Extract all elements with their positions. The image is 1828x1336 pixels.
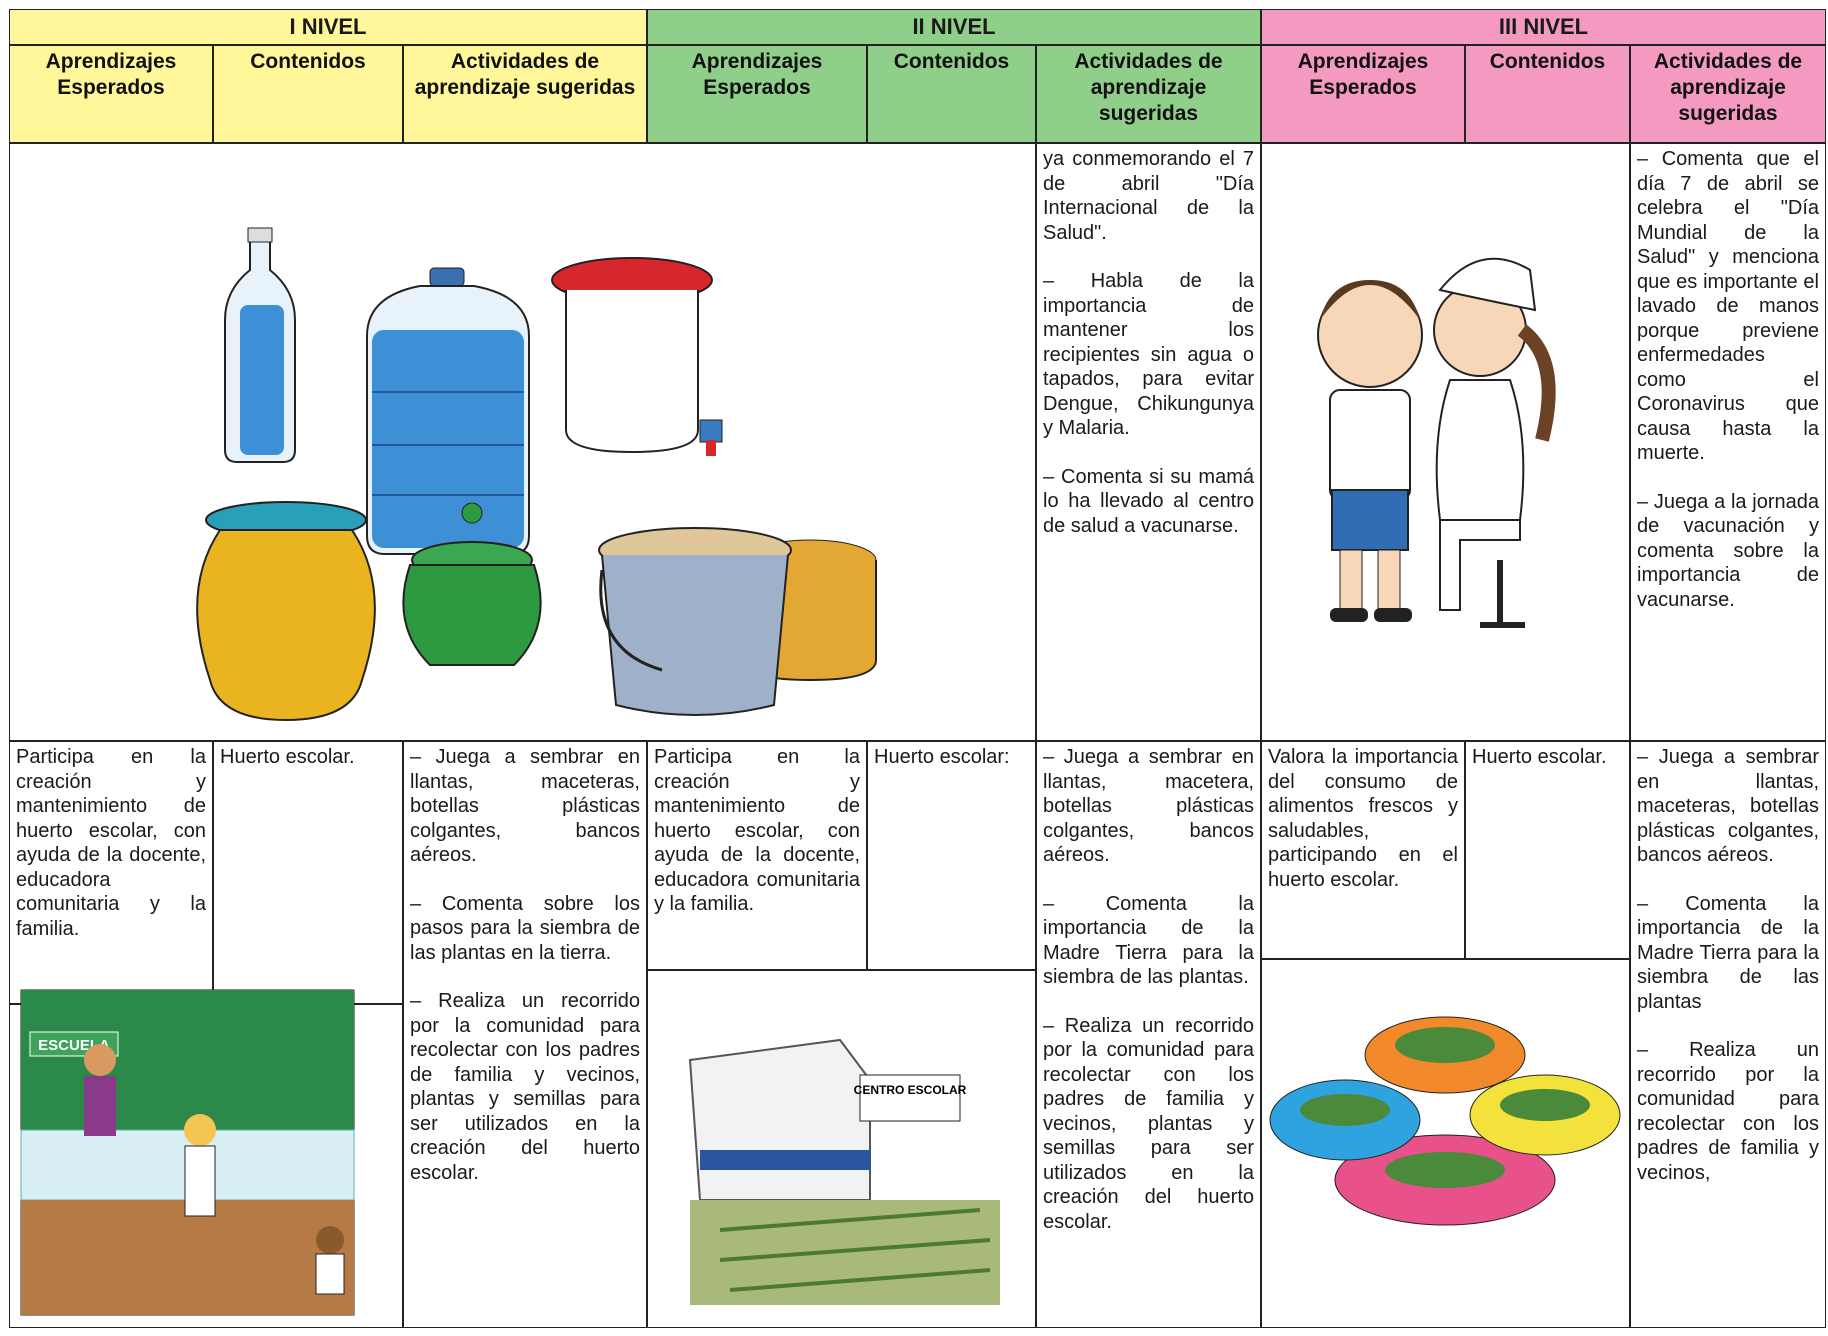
paragraph: Huerto escolar: [874,746,1010,768]
column-header: Actividades de aprendizaje sugeridas [1036,45,1261,143]
column-header: Contenidos [213,45,403,143]
content-cell: Huerto escolar. [213,741,403,1004]
paragraph: Participa en la creación y mantenimiento… [16,746,206,940]
content-cell: – Juega a sembrar en llantas, maceteras,… [1630,741,1826,1328]
column-header: Aprendizajes Esperados [1261,45,1465,143]
level-header: II NIVEL [647,9,1261,45]
paragraph: Huerto escolar. [1472,746,1607,768]
illustration-cell [9,143,1036,741]
paragraph: – Realiza un recorrido por la comunidad … [410,990,640,1184]
illustration-cell [1261,959,1630,1328]
activities-cell: – Comenta que el día 7 de abril se celeb… [1630,143,1826,741]
illustration-cell [9,1004,403,1328]
paragraph: Valora la importancia del consumo de ali… [1268,746,1458,891]
content-cell: Huerto escolar: [867,741,1036,970]
column-header: Actividades de aprendizaje sugeridas [403,45,647,143]
content-cell: Valora la importancia del consumo de ali… [1261,741,1465,959]
paragraph: – Comenta que el día 7 de abril se celeb… [1637,148,1819,464]
paragraph: – Realiza un recorrido por la comunidad … [1043,1014,1254,1233]
paragraph: Huerto escolar. [220,746,355,768]
paragraph: – Juega a sembrar en llantas, maceteras,… [1637,746,1819,866]
level-header: I NIVEL [9,9,647,45]
content-cell: Participa en la creación y mantenimiento… [9,741,213,1004]
content-cell: – Juega a sembrar en llantas, maceteras,… [403,741,647,1328]
illustration-cell [647,970,1036,1328]
paragraph: Participa en la creación y mantenimiento… [654,746,860,915]
paragraph: – Habla de la importancia de mantener lo… [1043,270,1254,439]
illustration-cell [1261,143,1630,741]
paragraph: – Realiza un recorrido por la comunidad … [1637,1039,1819,1184]
paragraph: ya conmemorando el 7 de abril "Día Inter… [1043,148,1254,244]
paragraph: – Comenta sobre los pasos para la siembr… [410,892,640,964]
activities-cell: ya conmemorando el 7 de abril "Día Inter… [1036,143,1261,741]
column-header: Actividades de aprendizaje sugeridas [1630,45,1826,143]
column-header: Aprendizajes Esperados [647,45,867,143]
content-cell: – Juega a sembrar en llantas, macetera, … [1036,741,1261,1328]
paragraph: – Comenta la importancia de la Madre Tie… [1637,892,1819,1013]
level-header: III NIVEL [1261,9,1826,45]
paragraph: – Juega a la jornada de vacunación y com… [1637,490,1819,611]
column-header: Contenidos [867,45,1036,143]
paragraph: – Juega a sembrar en llantas, maceteras,… [410,746,640,866]
content-cell: Participa en la creación y mantenimiento… [647,741,867,970]
content-cell: Huerto escolar. [1465,741,1630,959]
paragraph: – Comenta si su mamá lo ha llevado al ce… [1043,465,1254,537]
column-header: Aprendizajes Esperados [9,45,213,143]
paragraph: – Juega a sembrar en llantas, macetera, … [1043,746,1254,866]
paragraph: – Comenta la importancia de la Madre Tie… [1043,892,1254,989]
column-header: Contenidos [1465,45,1630,143]
